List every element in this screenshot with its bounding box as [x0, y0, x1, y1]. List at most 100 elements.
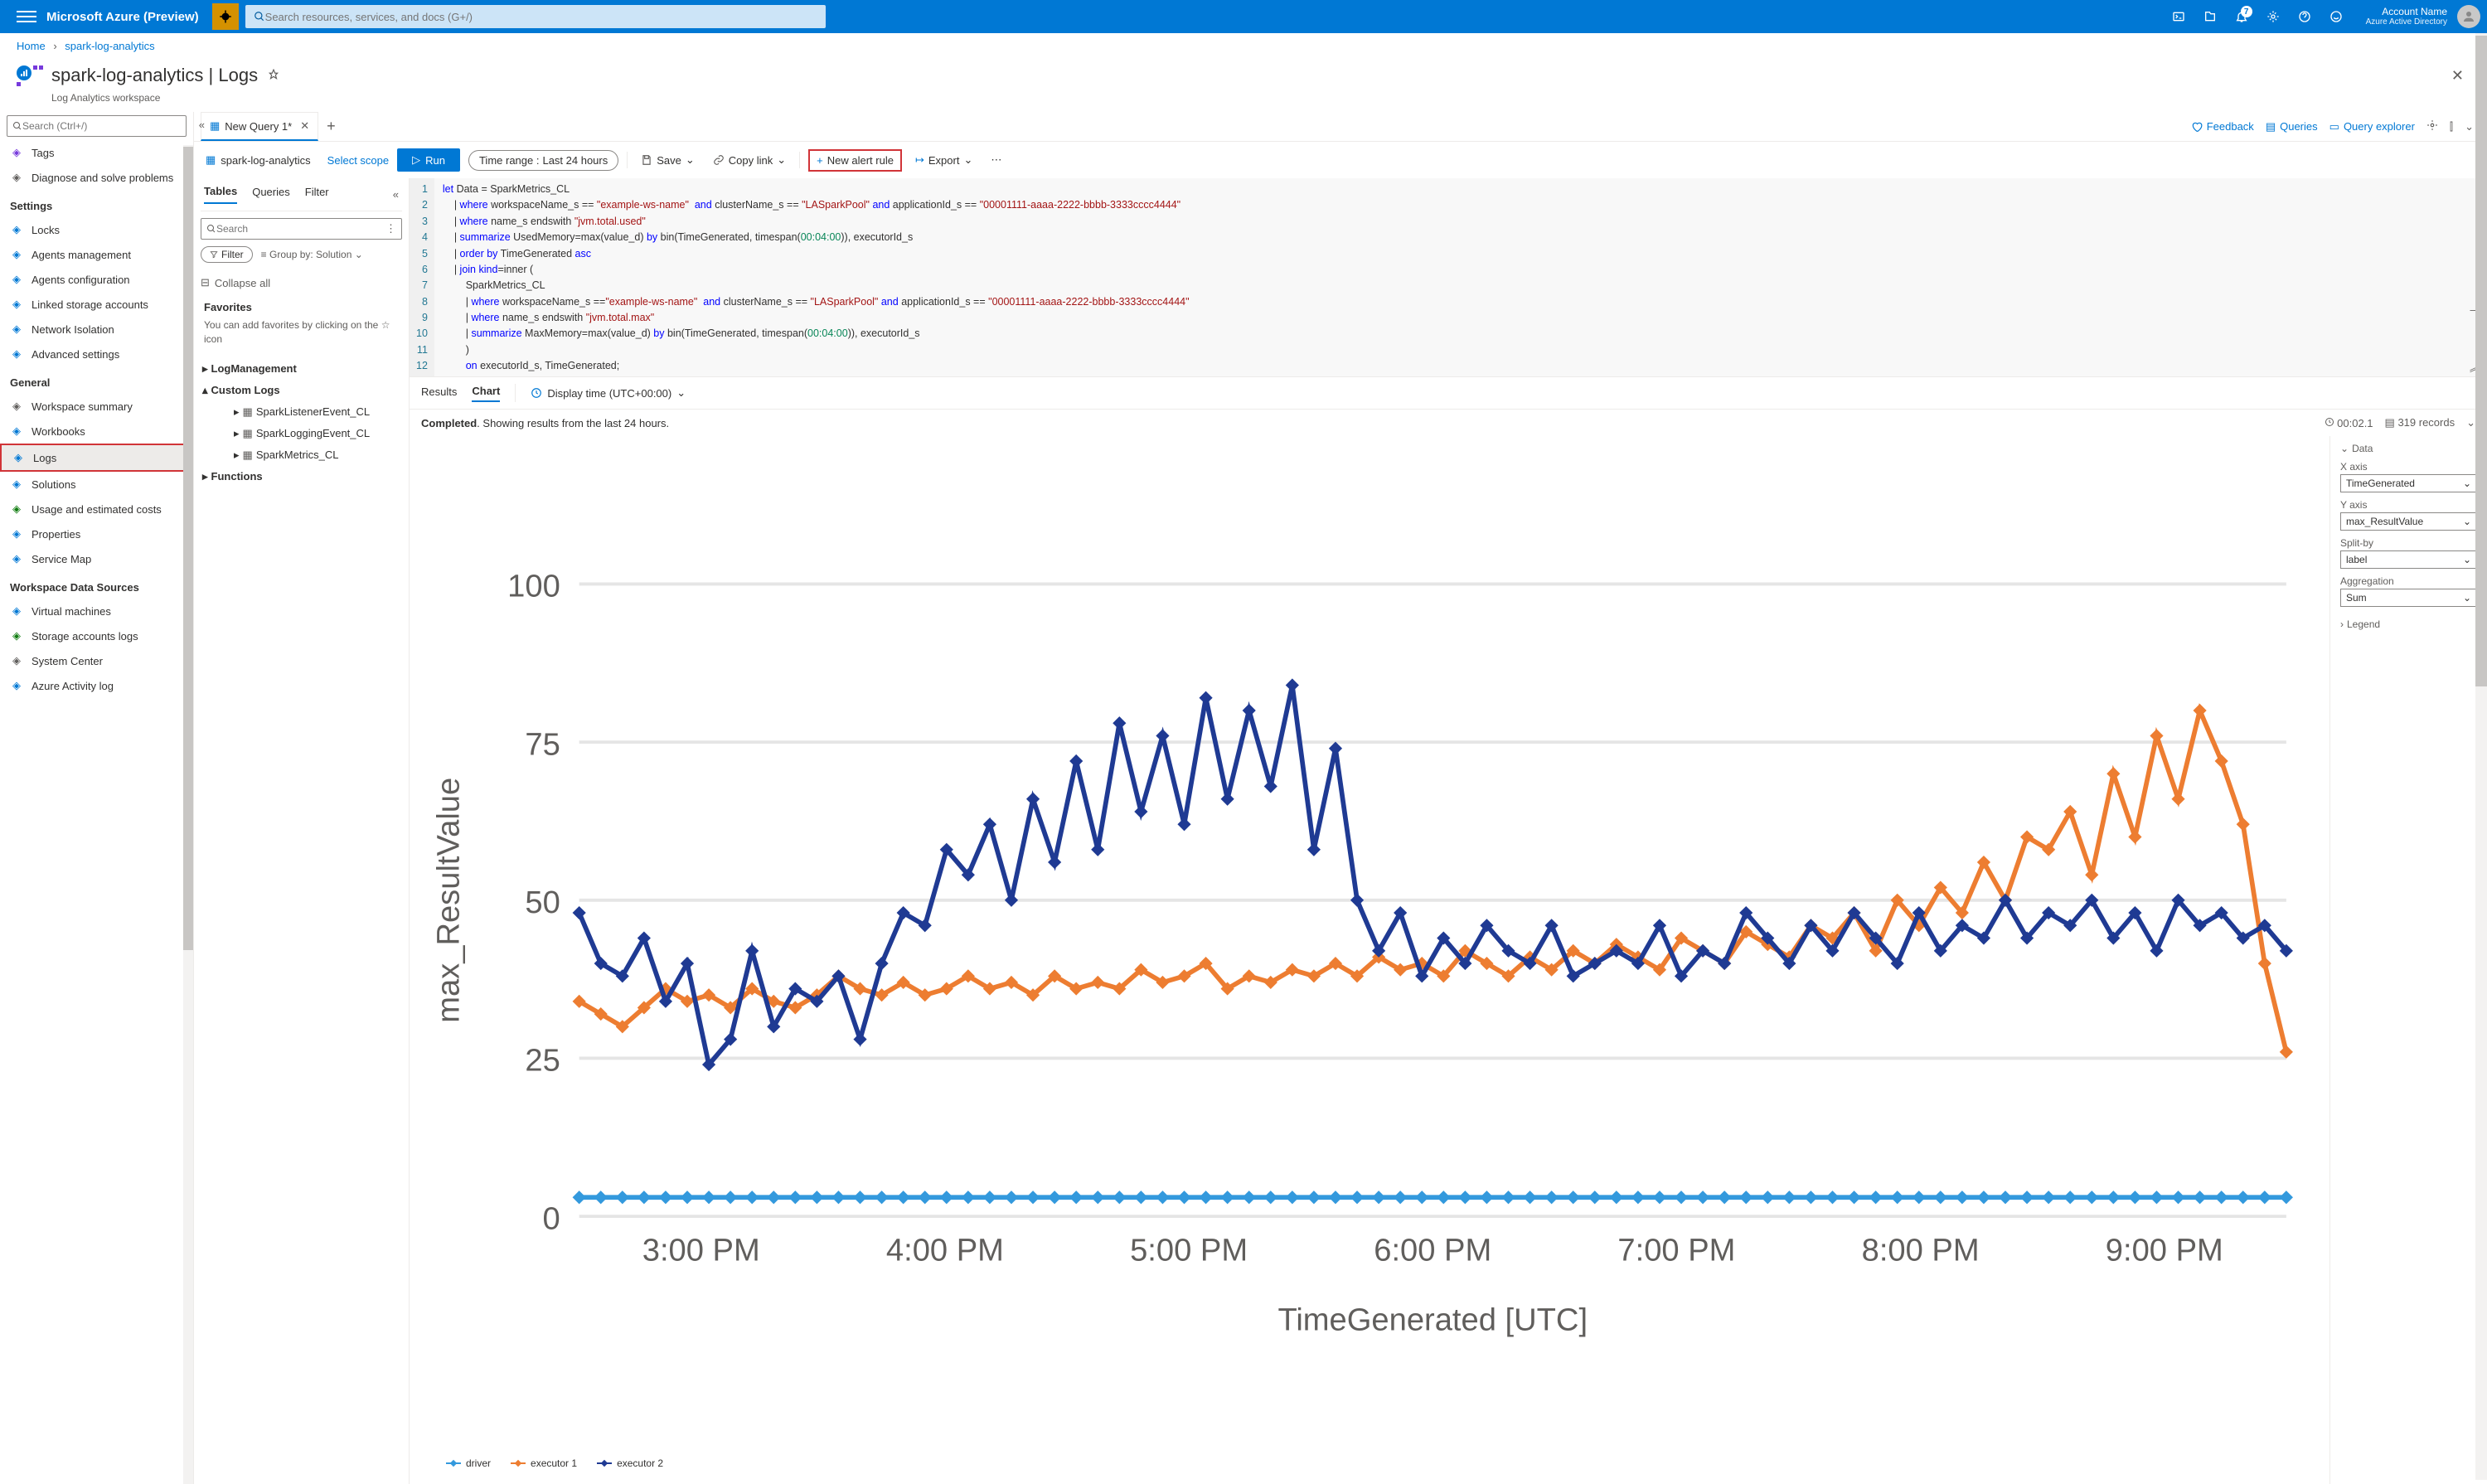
- save-button[interactable]: Save ⌄: [636, 150, 700, 170]
- filter-pill[interactable]: Filter: [201, 246, 253, 263]
- tab-queries[interactable]: Queries: [252, 186, 290, 203]
- sidebar-item-diagnose-and-solve-problems[interactable]: ◈Diagnose and solve problems: [0, 165, 193, 190]
- sidebar-item-workbooks[interactable]: ◈Workbooks: [0, 419, 193, 444]
- query-explorer-button[interactable]: ▭Query explorer: [2329, 120, 2415, 133]
- tree-functions[interactable]: ▸ Functions: [201, 466, 402, 487]
- link-icon: [713, 154, 725, 166]
- svg-text:4:00 PM: 4:00 PM: [886, 1233, 1004, 1268]
- tree-logmanagement[interactable]: ▸ LogManagement: [201, 358, 402, 380]
- scope-selector: ▦ spark-log-analytics Select scope: [206, 153, 389, 167]
- explorer-icon: ▭: [2329, 120, 2339, 133]
- yaxis-label: Y axis: [2340, 499, 2477, 511]
- groupby-selector[interactable]: ≡ Group by: Solution ⌄: [261, 249, 363, 260]
- sidebar-item-advanced-settings[interactable]: ◈Advanced settings: [0, 342, 193, 366]
- code-content[interactable]: let Data = SparkMetrics_CL | where works…: [434, 178, 2487, 376]
- nav-collapse-icon[interactable]: «: [199, 119, 205, 131]
- feedback-button[interactable]: Feedback: [2191, 120, 2254, 133]
- clock-icon: [531, 387, 542, 399]
- sidebar-item-workspace-summary[interactable]: ◈Workspace summary: [0, 394, 193, 419]
- tab-chart[interactable]: Chart: [472, 385, 500, 402]
- panel-icon[interactable]: ⫿: [2450, 120, 2453, 133]
- pin-icon[interactable]: [268, 69, 279, 83]
- avatar[interactable]: [2457, 5, 2480, 28]
- tab-filter[interactable]: Filter: [305, 186, 329, 203]
- line-gutter: 1234567891011121314: [410, 178, 434, 376]
- sidebar-item-service-map[interactable]: ◈Service Map: [0, 546, 193, 571]
- feedback-icon[interactable]: [2323, 3, 2349, 30]
- svg-text:100: 100: [507, 569, 560, 604]
- tree-table-SparkListenerEvent_CL[interactable]: ▸ ▦ SparkListenerEvent_CL: [201, 401, 402, 423]
- sidebar-item-agents-configuration[interactable]: ◈Agents configuration: [0, 267, 193, 292]
- copy-link-button[interactable]: Copy link ⌄: [708, 150, 791, 170]
- close-icon[interactable]: ✕: [2445, 64, 2470, 88]
- sidebar-item-virtual-machines[interactable]: ◈Virtual machines: [0, 599, 193, 623]
- expand-icon[interactable]: ⌄: [2466, 416, 2475, 429]
- tab-new-query[interactable]: ▦ New Query 1* ✕: [201, 112, 318, 141]
- legend-section-toggle[interactable]: › Legend: [2340, 618, 2477, 630]
- breadcrumb-current[interactable]: spark-log-analytics: [65, 40, 154, 52]
- legend-item-executor-1[interactable]: executor 1: [511, 1457, 577, 1469]
- collapse-all-button[interactable]: ⊟ Collapse all: [201, 271, 402, 294]
- yaxis-select[interactable]: max_ResultValue⌄: [2340, 512, 2477, 531]
- hamburger-menu[interactable]: [17, 7, 36, 27]
- breadcrumb-home[interactable]: Home: [17, 40, 46, 52]
- export-button[interactable]: ↦Export ⌄: [910, 150, 977, 170]
- code-editor[interactable]: 1234567891011121314 let Data = SparkMetr…: [410, 178, 2487, 377]
- tree-table-SparkLoggingEvent_CL[interactable]: ▸ ▦ SparkLoggingEvent_CL: [201, 423, 402, 444]
- cloud-shell-icon[interactable]: [2165, 3, 2192, 30]
- sidebar-item-solutions[interactable]: ◈Solutions: [0, 472, 193, 497]
- legend-item-driver[interactable]: driver: [446, 1457, 491, 1469]
- tree-table-SparkMetrics_CL[interactable]: ▸ ▦ SparkMetrics_CL: [201, 444, 402, 466]
- svg-text:max_ResultValue: max_ResultValue: [431, 778, 467, 1023]
- data-section-toggle[interactable]: ⌄ Data: [2340, 443, 2477, 454]
- sidebar-item-locks[interactable]: ◈Locks: [0, 217, 193, 242]
- sidebar-item-logs[interactable]: ◈Logs: [0, 444, 193, 472]
- more-icon[interactable]: ⋯: [986, 150, 1006, 170]
- settings-icon[interactable]: [2260, 3, 2286, 30]
- tab-results[interactable]: Results: [421, 386, 457, 401]
- svg-text:8:00 PM: 8:00 PM: [1862, 1233, 1980, 1268]
- tables-search-input[interactable]: [216, 223, 385, 235]
- sidebar-item-usage-and-estimated-costs[interactable]: ◈Usage and estimated costs: [0, 497, 193, 521]
- help-icon[interactable]: [2291, 3, 2318, 30]
- legend-item-executor-2[interactable]: executor 2: [597, 1457, 663, 1469]
- more-icon[interactable]: ⋮: [385, 222, 396, 235]
- sidebar-item-system-center[interactable]: ◈System Center: [0, 648, 193, 673]
- sidebar-item-agents-management[interactable]: ◈Agents management: [0, 242, 193, 267]
- heart-icon: [2191, 121, 2203, 133]
- splitby-select[interactable]: label⌄: [2340, 550, 2477, 569]
- settings-gear-icon[interactable]: [2426, 119, 2438, 133]
- sidebar-item-azure-activity-log[interactable]: ◈Azure Activity log: [0, 673, 193, 698]
- sidebar-item-tags[interactable]: ◈Tags: [0, 140, 193, 165]
- svg-text:9:00 PM: 9:00 PM: [2106, 1233, 2223, 1268]
- tab-close-icon[interactable]: ✕: [300, 119, 309, 133]
- global-search[interactable]: [245, 5, 826, 28]
- page-scrollbar[interactable]: [2475, 33, 2487, 1480]
- nav-scrollbar[interactable]: [183, 145, 193, 1484]
- tree-customlogs[interactable]: ▴ Custom Logs: [201, 380, 402, 401]
- preview-bug-icon[interactable]: [212, 3, 239, 30]
- tables-collapse-icon[interactable]: «: [393, 188, 399, 201]
- sidebar-item-network-isolation[interactable]: ◈Network Isolation: [0, 317, 193, 342]
- tab-tables[interactable]: Tables: [204, 185, 237, 204]
- nav-search-input[interactable]: [22, 120, 181, 132]
- sidebar-item-storage-accounts-logs[interactable]: ◈Storage accounts logs: [0, 623, 193, 648]
- time-range-selector[interactable]: Time range : Last 24 hours: [468, 150, 618, 171]
- xaxis-select[interactable]: TimeGenerated⌄: [2340, 474, 2477, 492]
- add-tab-button[interactable]: +: [318, 118, 344, 135]
- notifications-icon[interactable]: 7: [2228, 3, 2255, 30]
- display-time-selector[interactable]: Display time (UTC+00:00) ⌄: [531, 386, 686, 400]
- directories-icon[interactable]: [2197, 3, 2223, 30]
- nav-search[interactable]: [7, 115, 187, 137]
- select-scope-link[interactable]: Select scope: [327, 154, 389, 167]
- chevron-down-icon[interactable]: ⌄: [2465, 120, 2474, 133]
- global-search-input[interactable]: [265, 11, 817, 23]
- sidebar-item-properties[interactable]: ◈Properties: [0, 521, 193, 546]
- queries-button[interactable]: ▤Queries: [2266, 120, 2318, 133]
- run-button[interactable]: ▷ Run: [397, 148, 460, 172]
- new-alert-rule-button[interactable]: +New alert rule: [808, 149, 902, 172]
- account-block[interactable]: Account Name Azure Active Directory: [2366, 6, 2447, 27]
- sidebar-item-linked-storage-accounts[interactable]: ◈Linked storage accounts: [0, 292, 193, 317]
- agg-select[interactable]: Sum⌄: [2340, 589, 2477, 607]
- tables-search[interactable]: ⋮: [201, 218, 402, 240]
